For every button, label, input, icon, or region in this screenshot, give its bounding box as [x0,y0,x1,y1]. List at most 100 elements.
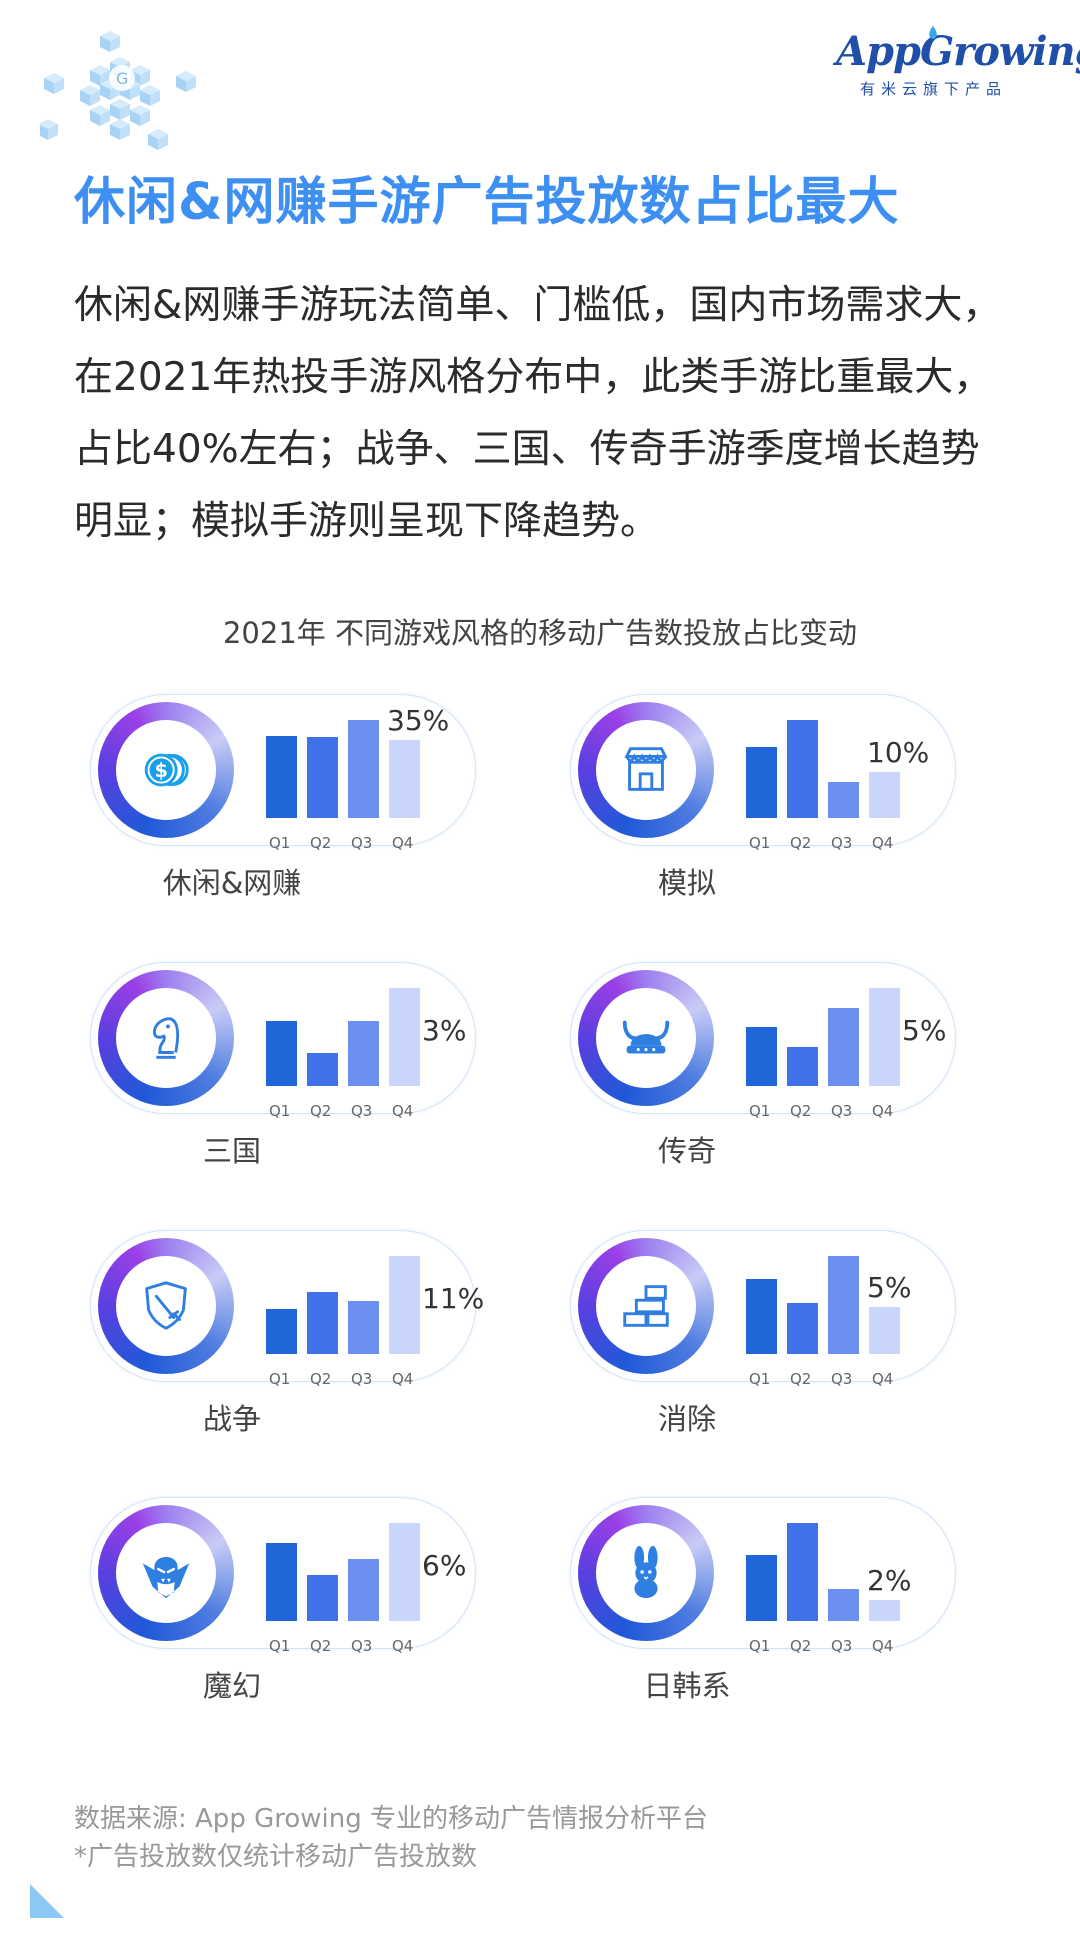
chart-card: $ Q1 Q2 Q3 Q4 35% 休闲&网赚 [80,690,480,900]
chart-title: 2021年 不同游戏风格的移动广告数投放占比变动 [222,616,858,650]
category-label: 休闲&网赚 [162,866,302,900]
footer: 数据来源: App Growing 专业的移动广告情报分析平台 *广告投放数仅统… [74,1800,708,1876]
coins-icon: $ [116,720,216,820]
intro-line: 休闲&网赚手游玩法简单、门槛低，国内市场需求大， [74,283,1002,328]
cubes-logo-icon: G [40,31,196,150]
quarter-tick-label: Q1 [269,1102,291,1120]
intro-line: 占比40%左右；战争、三国、传奇手游季度增长趋势 [74,427,980,472]
category-label: 魔幻 [202,1669,261,1703]
viking-helmet-icon [596,988,696,1088]
intro-line: 明显；模拟手游则呈现下降趋势。 [74,499,660,544]
quarter-tick-label: Q3 [831,1370,853,1388]
quarter-tick-label: Q2 [310,1102,332,1120]
bar-q4 [869,772,900,818]
category-label: 战争 [202,1402,261,1436]
brand-logo-subtext: 有米云旗下产品 [860,80,1008,98]
bar-q2 [787,1523,818,1621]
vampire-icon [116,1523,216,1623]
bar-q1 [746,1027,777,1086]
bar-q3 [828,1007,859,1086]
bar-q3 [828,781,859,818]
quarter-tick-label: Q3 [831,1637,853,1655]
bar-q4 [869,1599,900,1621]
shield-sword-icon [116,1256,216,1356]
q4-data-label: 3% [422,1014,467,1047]
bar-q1 [266,735,297,818]
quarter-tick-label: Q1 [749,1102,771,1120]
bar-q3 [348,1020,379,1086]
corner-triangle-icon [30,1884,64,1918]
q4-data-label: 6% [422,1549,467,1582]
category-label: 传奇 [657,1134,716,1168]
bar-q2 [307,1575,338,1621]
bar-q4 [869,988,900,1086]
quarter-tick-label: Q4 [392,1102,414,1120]
bar-q2 [307,736,338,818]
quarter-tick-label: Q4 [872,1370,894,1388]
category-label: 日韩系 [643,1669,731,1703]
droplet-icon [929,26,937,39]
bar-q1 [746,1279,777,1354]
quarter-tick-label: Q2 [310,1637,332,1655]
bricks-icon [596,1256,696,1356]
bar-q1 [266,1542,297,1621]
gradient-ring [578,702,714,838]
brand-logo: AppGrowing 有米云旗下产品 [826,22,1080,102]
quarter-tick-label: Q1 [269,834,291,852]
gradient-ring [578,970,714,1106]
quarter-tick-label: Q2 [790,1102,812,1120]
quarter-tick-label: Q2 [310,1370,332,1388]
rabbit-icon [596,1523,696,1623]
bar-q4 [389,1523,420,1621]
bar-q4 [389,1256,420,1354]
gradient-ring [98,970,234,1106]
bar-q4 [389,740,420,818]
quarter-tick-label: Q1 [269,1370,291,1388]
bar-q3 [348,720,379,818]
quarter-tick-label: Q4 [392,1637,414,1655]
bar-q2 [787,1046,818,1086]
chart-card: Q1 Q2 Q3 Q4 11% 战争 [80,1226,484,1436]
bar-q3 [828,1256,859,1354]
q4-data-label: 10% [867,736,930,770]
bar-q3 [348,1300,379,1354]
chart-card: Q1 Q2 Q3 Q4 5% 传奇 [560,958,960,1168]
q4-data-label: 5% [867,1271,912,1305]
intro-line: 在2021年热投手游风格分布中，此类手游比重最大， [74,355,993,400]
bar-q4 [869,1307,900,1354]
bar-q1 [266,1020,297,1086]
chess-knight-icon [116,988,216,1088]
q4-data-label: 5% [902,1014,947,1047]
quarter-tick-label: Q1 [269,1637,291,1655]
category-label: 三国 [202,1134,261,1168]
q4-data-label: 35% [387,704,450,738]
q4-data-label: 2% [867,1563,912,1597]
bar-q2 [307,1291,338,1354]
quarter-tick-label: Q4 [872,1102,894,1120]
bar-q3 [348,1558,379,1621]
quarter-tick-label: Q2 [310,834,332,852]
bar-q3 [828,1589,859,1621]
quarter-tick-label: Q2 [790,1370,812,1388]
chart-card: Q1 Q2 Q3 Q4 10% 模拟 [560,690,960,900]
bar-q4 [389,988,420,1086]
bar-q1 [266,1309,297,1354]
quarter-tick-label: Q2 [790,834,812,852]
intro-paragraph: 休闲&网赚手游玩法简单、门槛低，国内市场需求大， 在2021年热投手游风格分布中… [74,270,1040,558]
gradient-ring [578,1238,714,1374]
bar-q2 [307,1053,338,1086]
gradient-ring [98,1238,234,1374]
quarter-tick-label: Q3 [351,1102,373,1120]
page-headline: 休闲&网赚手游广告投放数占比最大 [74,173,900,232]
quarter-tick-label: Q3 [351,834,373,852]
chart-card: Q1 Q2 Q3 Q4 5% 消除 [560,1226,960,1436]
quarter-tick-label: Q4 [392,1370,414,1388]
gradient-ring [98,1505,234,1641]
quarter-tick-label: Q1 [749,834,771,852]
bar-q2 [787,1302,818,1354]
bar-q1 [746,747,777,818]
category-label: 模拟 [657,866,716,900]
footer-note: *广告投放数仅统计移动广告投放数 [74,1842,478,1872]
quarter-tick-label: Q3 [831,834,853,852]
chart-card: Q1 Q2 Q3 Q4 3% 三国 [80,958,480,1168]
